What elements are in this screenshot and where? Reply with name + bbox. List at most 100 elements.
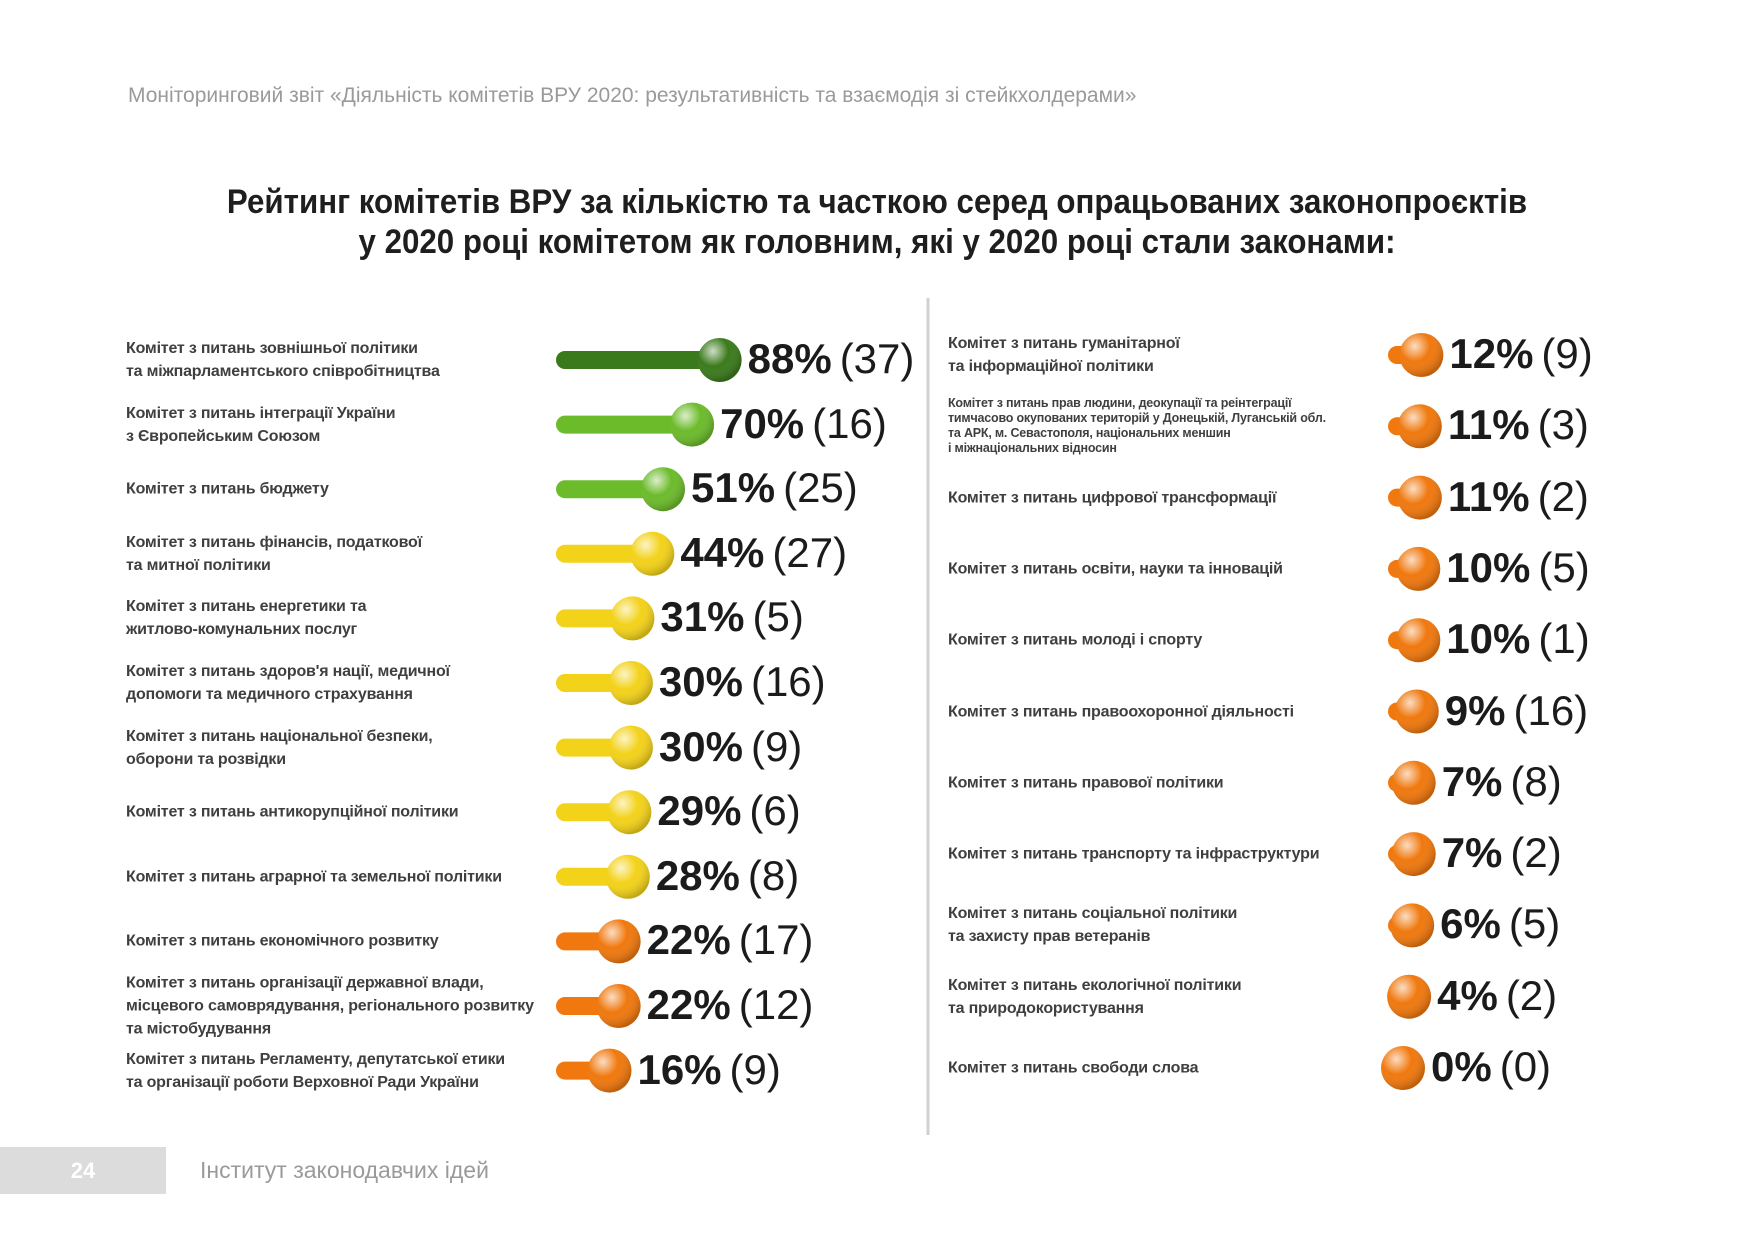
footer-org: Інститут законодавчих ідей bbox=[200, 1157, 489, 1183]
value-label: 10% (1) bbox=[1446, 615, 1589, 663]
value-label: 10% (5) bbox=[1446, 544, 1589, 592]
category-label: Комітет з питань освіти, науки та іннова… bbox=[948, 560, 1283, 578]
value-label: 30% (16) bbox=[659, 658, 826, 706]
ball-shade bbox=[1397, 475, 1442, 520]
percent: 7% bbox=[1441, 829, 1503, 877]
percent: 22% bbox=[646, 916, 731, 964]
category-label: Комітет з питань гуманітарної та інформа… bbox=[948, 335, 1180, 375]
category-label: Комітет з питань Регламенту, депутатсько… bbox=[126, 1050, 505, 1091]
value-label: 7% (8) bbox=[1442, 758, 1562, 806]
value-label: 11% (2) bbox=[1448, 473, 1589, 521]
ball-shade bbox=[697, 338, 742, 382]
count: (3) bbox=[1537, 401, 1589, 449]
title: Рейтинг комітетів ВРУ за кількістю та ча… bbox=[226, 183, 1528, 261]
category-label: Комітет з питань енергетики та житлово-к… bbox=[126, 598, 367, 639]
percent: 22% bbox=[646, 981, 731, 1029]
count: (17) bbox=[738, 916, 814, 964]
category-label: Комітет з питань свободи слова bbox=[948, 1059, 1199, 1077]
count: (27) bbox=[772, 528, 848, 576]
ball-shade bbox=[607, 790, 652, 835]
count: (9) bbox=[1541, 330, 1593, 378]
percent: 88% bbox=[747, 335, 832, 383]
value-label: 16% (9) bbox=[637, 1046, 780, 1094]
count: (16) bbox=[812, 399, 887, 447]
value-label: 51% (25) bbox=[691, 464, 858, 512]
page-number: 24 bbox=[0, 1147, 166, 1194]
ball-shade bbox=[587, 1048, 632, 1093]
percent: 11% bbox=[1447, 472, 1530, 520]
count: (9) bbox=[750, 722, 803, 770]
percent: 10% bbox=[1446, 615, 1531, 663]
value-label: 28% (8) bbox=[656, 852, 799, 900]
ball-shade bbox=[608, 725, 653, 770]
bar bbox=[556, 415, 693, 434]
percent: 28% bbox=[655, 851, 740, 899]
category-label: Комітет з питань цифрової трансформації bbox=[948, 489, 1277, 507]
category-label: Комітет з питань транспорту та інфрастру… bbox=[948, 845, 1320, 863]
category-label: Комітет з питань інтеграції України з Єв… bbox=[126, 404, 396, 445]
count: (8) bbox=[1510, 757, 1562, 805]
ball-shade bbox=[641, 467, 686, 512]
category-label: Комітет з питань прав людини, деокупації… bbox=[948, 396, 1326, 456]
ball-shade bbox=[630, 531, 675, 576]
category-label: Комітет з питань молоді і спорту bbox=[948, 631, 1203, 649]
percent: 4% bbox=[1437, 971, 1498, 1019]
bar bbox=[556, 351, 720, 369]
percent: 7% bbox=[1441, 757, 1503, 805]
count: (16) bbox=[1513, 686, 1589, 734]
count: (5) bbox=[1538, 543, 1590, 591]
ball-shade bbox=[1391, 760, 1436, 805]
count: (2) bbox=[1537, 472, 1589, 520]
count: (9) bbox=[729, 1045, 781, 1093]
value-label: 30% (9) bbox=[659, 723, 802, 771]
category-label: Комітет з питань екологічної політики та… bbox=[948, 976, 1242, 1017]
ball-shade bbox=[1397, 404, 1442, 449]
count: (25) bbox=[783, 464, 858, 512]
header: Моніторинговий звіт «Діяльність комітеті… bbox=[128, 84, 1137, 107]
value-label: 0% (0) bbox=[1431, 1043, 1551, 1091]
ball-shade bbox=[1396, 546, 1441, 591]
count: (2) bbox=[1505, 971, 1558, 1019]
value-label: 88% (37) bbox=[748, 335, 915, 383]
percent: 30% bbox=[658, 722, 743, 770]
ball-shade bbox=[1391, 832, 1436, 877]
count: (16) bbox=[750, 658, 826, 706]
category-label: Комітет з питань національної безпеки, о… bbox=[126, 727, 433, 768]
ball-shade bbox=[1381, 1046, 1425, 1090]
ball-shade bbox=[1390, 903, 1435, 948]
count: (2) bbox=[1510, 829, 1562, 877]
ball-shade bbox=[596, 984, 641, 1028]
value-label: 22% (12) bbox=[647, 981, 814, 1029]
count: (0) bbox=[1499, 1043, 1552, 1091]
category-label: Комітет з питань здоров'я нації, медично… bbox=[126, 663, 450, 703]
value-label: 29% (6) bbox=[657, 787, 800, 835]
percent: 16% bbox=[637, 1045, 722, 1093]
category-label: Комітет з питань соціальної політики та … bbox=[948, 905, 1238, 946]
value-label: 22% (17) bbox=[647, 916, 814, 964]
value-label: 44% (27) bbox=[680, 529, 847, 577]
count: (12) bbox=[738, 981, 814, 1029]
value-label: 70% (16) bbox=[720, 400, 887, 448]
ball-shade bbox=[1396, 618, 1441, 663]
count: (37) bbox=[839, 335, 915, 383]
percent: 31% bbox=[660, 593, 745, 641]
count: (5) bbox=[752, 593, 804, 641]
value-label: 31% (5) bbox=[660, 593, 803, 641]
value-label: 12% (9) bbox=[1449, 330, 1592, 378]
ball-shade bbox=[1387, 974, 1432, 1019]
bar bbox=[556, 480, 664, 499]
category-label: Комітет з питань аграрної та земельної п… bbox=[126, 868, 502, 886]
value-label: 11% (3) bbox=[1448, 401, 1589, 449]
value-label: 4% (2) bbox=[1437, 972, 1557, 1020]
category-label: Комітет з питань бюджету bbox=[126, 480, 329, 498]
count: (6) bbox=[749, 787, 801, 835]
value-label: 6% (5) bbox=[1440, 900, 1560, 948]
category-label: Комітет з питань антикорупційної політик… bbox=[126, 803, 459, 821]
percent: 9% bbox=[1444, 686, 1506, 734]
percent: 10% bbox=[1446, 543, 1531, 591]
value-label: 9% (16) bbox=[1445, 687, 1588, 735]
percent: 70% bbox=[720, 399, 805, 447]
percent: 12% bbox=[1449, 330, 1534, 378]
ball-shade bbox=[1399, 333, 1444, 377]
